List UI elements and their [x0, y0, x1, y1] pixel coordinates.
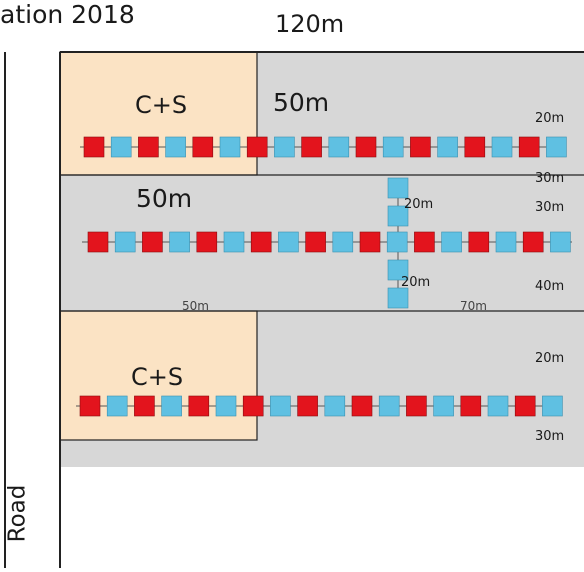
row3-plot-blue-11 — [378, 395, 400, 417]
row1-plot-blue-17 — [546, 136, 567, 158]
row1-plot-blue-13 — [437, 136, 458, 158]
row2-below-dimension: 40m — [535, 279, 565, 294]
row3-plot-blue-1 — [106, 395, 128, 417]
row3-plot-blue-9 — [324, 395, 346, 417]
row1-below-dimension: 30m — [535, 171, 565, 186]
row2-plot-red-6 — [250, 231, 272, 253]
row1-plot-red-0 — [83, 136, 105, 158]
row2-plot-blue-3 — [169, 231, 190, 253]
row1-plot-red-2 — [138, 136, 159, 158]
empty-lower-area — [60, 467, 584, 568]
row3-plot-blue-3 — [161, 395, 182, 417]
plot-squares — [79, 136, 571, 417]
row1-plot-red-14 — [464, 136, 486, 158]
row2-plot-red-4 — [196, 231, 218, 253]
row2-plot-red-12 — [414, 231, 435, 253]
bottom-right-dimension: 70m — [460, 299, 487, 313]
block1-right-dimension: 50m — [273, 88, 330, 117]
cross-lower-dimension: 20m — [401, 275, 431, 290]
row1-plot-red-12 — [410, 136, 431, 158]
cross-plot-blue-2 — [387, 259, 409, 281]
title-fragment: ation 2018 — [0, 0, 135, 29]
row2-plot-red-0 — [87, 231, 109, 253]
block2-left-dimension: 50m — [136, 184, 193, 213]
bottom-left-dimension: 50m — [182, 299, 209, 313]
row2-plot-blue-1 — [114, 231, 136, 253]
row3-plot-red-12 — [406, 395, 427, 417]
row2-plot-blue-7 — [278, 231, 299, 253]
row3-plot-blue-15 — [487, 395, 509, 417]
row3-below-dimension: 30m — [535, 429, 565, 444]
cs-zone-lower — [59, 310, 258, 441]
row2-plot-blue-13 — [441, 231, 462, 253]
row2-plot-red-14 — [468, 231, 490, 253]
row2-plot-red-10 — [359, 231, 381, 253]
row3-above-dimension: 20m — [535, 351, 565, 366]
row2-plot-blue-11 — [386, 231, 408, 253]
row2-plot-blue-17 — [550, 231, 571, 253]
row1-plot-red-4 — [192, 136, 214, 158]
cross-plot-blue-0 — [387, 177, 409, 199]
row1-plot-blue-1 — [110, 136, 132, 158]
row1-plot-red-8 — [301, 136, 322, 158]
row1-above-dimension: 20m — [535, 111, 565, 126]
row2-above-dimension: 30m — [535, 200, 565, 215]
row1-plot-blue-5 — [219, 136, 241, 158]
row2-plot-red-16 — [522, 231, 544, 253]
row1-plot-red-10 — [355, 136, 377, 158]
row2-plot-blue-15 — [495, 231, 517, 253]
total-width-label: 120m — [275, 10, 345, 38]
road-label: Road — [4, 484, 31, 543]
row1-plot-red-16 — [518, 136, 540, 158]
row3-plot-red-2 — [134, 395, 155, 417]
row1-plot-red-6 — [246, 136, 268, 158]
row3-plot-red-4 — [188, 395, 210, 417]
cross-upper-dimension: 20m — [404, 197, 434, 212]
row1-plot-blue-9 — [328, 136, 350, 158]
row3-plot-red-8 — [297, 395, 318, 417]
row3-plot-blue-13 — [433, 395, 454, 417]
row2-plot-blue-5 — [223, 231, 245, 253]
row3-plot-red-10 — [351, 395, 373, 417]
cross-plot-blue-3 — [387, 287, 409, 309]
row2-plot-red-8 — [305, 231, 326, 253]
row3-plot-blue-7 — [270, 395, 291, 417]
row2-plot-red-2 — [142, 231, 163, 253]
cross-plot-blue-1 — [387, 205, 409, 227]
row3-plot-red-0 — [79, 395, 101, 417]
row3-plot-red-14 — [460, 395, 482, 417]
row3-plot-blue-17 — [542, 395, 563, 417]
cs-zone-lower-label: C+S — [131, 363, 184, 391]
row1-plot-blue-7 — [274, 136, 295, 158]
row1-plot-blue-15 — [491, 136, 513, 158]
row1-plot-blue-11 — [382, 136, 404, 158]
row3-plot-red-6 — [242, 395, 264, 417]
row3-plot-blue-5 — [215, 395, 237, 417]
row3-plot-red-16 — [514, 395, 536, 417]
cs-zone-upper-label: C+S — [135, 91, 188, 119]
row1-plot-blue-3 — [165, 136, 186, 158]
row2-plot-blue-9 — [332, 231, 354, 253]
